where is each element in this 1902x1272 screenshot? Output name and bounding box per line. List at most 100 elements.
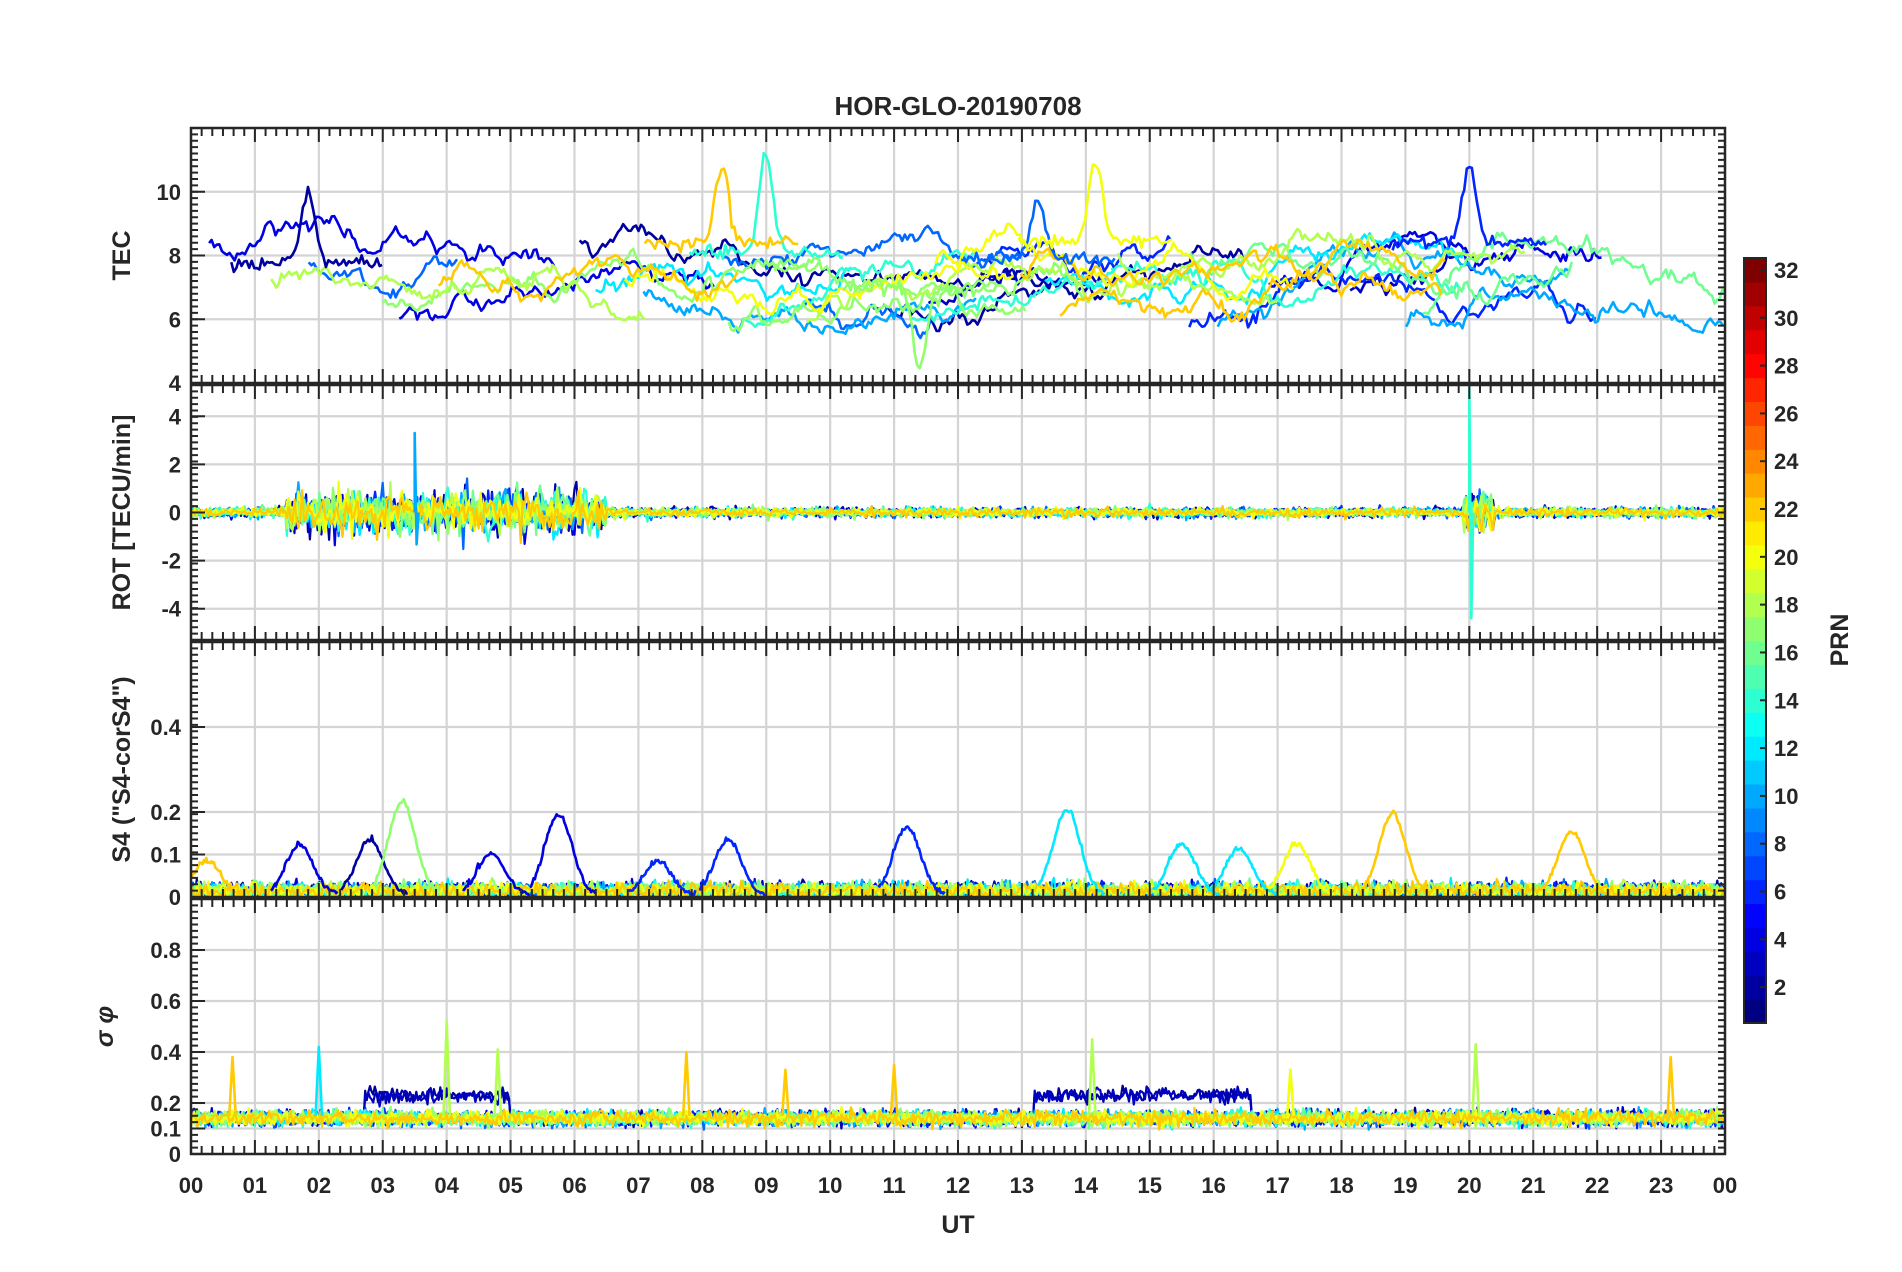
data-series: [208, 214, 556, 267]
data-series: [1422, 231, 1725, 315]
colorbar-segment: [1744, 329, 1766, 355]
y-tick-label: 0: [169, 501, 181, 526]
colorbar-segment: [1744, 736, 1766, 761]
data-series: [1188, 263, 1597, 329]
data-series: [1468, 386, 1475, 620]
colorbar-segment: [1744, 783, 1766, 809]
data-series: [307, 255, 459, 299]
panel-tec-ylabel: TEC: [108, 231, 136, 281]
panel-sigma-ylabel: σ φ: [91, 1006, 119, 1047]
x-axis-label: UT: [941, 1211, 974, 1239]
data-series: [462, 851, 531, 897]
y-tick-label: 0.1: [150, 1117, 181, 1142]
panel-rot-data: [191, 386, 1725, 620]
x-tick-label: 08: [690, 1173, 714, 1198]
y-tick-label: 0.2: [150, 1091, 181, 1116]
colorbar-segment: [1744, 497, 1766, 522]
data-series: [1117, 227, 1526, 292]
panel-rot-ylabel: ROT [TECU/min]: [108, 415, 136, 611]
colorbar-segment: [1744, 664, 1766, 689]
data-series: [764, 256, 1086, 299]
colorbar-tick-label: 24: [1774, 449, 1799, 474]
data-series: [413, 431, 420, 546]
x-tick-label: 09: [754, 1173, 778, 1198]
x-tick-label: 06: [562, 1173, 586, 1198]
x-tick-label: 18: [1329, 1173, 1353, 1198]
colorbar-segment: [1744, 616, 1766, 642]
data-series: [270, 840, 339, 895]
data-series: [1037, 809, 1106, 896]
x-tick-label: 23: [1649, 1173, 1673, 1198]
data-series: [1209, 845, 1279, 897]
data-series: [191, 489, 1725, 544]
panel-rot-frame: [189, 383, 1727, 642]
data-series: [842, 278, 998, 370]
data-series: [1110, 258, 1465, 308]
data-series: [191, 1106, 1725, 1131]
data-series: [1666, 1055, 1676, 1116]
colorbar-segment: [1744, 258, 1766, 283]
data-series: [742, 248, 979, 329]
colorbar-tick-label: 22: [1774, 497, 1798, 522]
y-tick-label: -2: [161, 549, 181, 574]
colorbar-segment: [1744, 712, 1766, 737]
colorbar-tick-label: 6: [1774, 880, 1786, 905]
x-tick-label: 14: [1074, 1173, 1099, 1198]
data-series: [442, 1020, 452, 1116]
data-series: [398, 260, 715, 322]
data-series: [1391, 165, 1548, 251]
y-tick-label: 8: [169, 244, 181, 269]
colorbar-segment: [1744, 807, 1766, 833]
data-series: [806, 255, 1278, 324]
x-tick-label: 00: [1713, 1173, 1737, 1198]
data-series: [228, 1055, 237, 1116]
data-series: [688, 151, 844, 261]
x-tick-label: 03: [371, 1173, 395, 1198]
colorbar-tick-label: 30: [1774, 306, 1798, 331]
x-tick-label: 19: [1393, 1173, 1417, 1198]
colorbar-tick-label: 18: [1774, 593, 1798, 618]
data-series: [1044, 232, 1466, 308]
colorbar-tick-label: 2: [1774, 975, 1786, 1000]
panel-sigma: 00.10.2 0.4 0.6 0.8 σ φ: [91, 897, 1727, 1167]
colorbar-segment: [1744, 951, 1766, 976]
colorbar-segment: [1744, 903, 1766, 928]
data-series: [934, 222, 1295, 302]
y-tick-label: 2: [169, 452, 181, 477]
y-tick-label: 6: [169, 307, 181, 332]
panel-s4-frame: [189, 640, 1727, 899]
colorbar-segment: [1744, 831, 1766, 857]
x-tick-label: 04: [434, 1173, 459, 1198]
colorbar-tick-label: 10: [1774, 784, 1798, 809]
colorbar-segment: [1744, 449, 1766, 474]
panel-tec: 4 6 8 10 TEC: [108, 126, 1727, 396]
y-tick-label: -4: [161, 597, 181, 622]
data-series: [627, 858, 697, 897]
colorbar-segment: [1744, 401, 1766, 426]
x-tick-label: 07: [626, 1173, 650, 1198]
data-series: [1087, 1038, 1097, 1116]
colorbar-segment: [1744, 688, 1766, 713]
colorbar-segment: [1744, 544, 1766, 570]
data-series: [889, 1063, 899, 1116]
y-tick-label: 0: [169, 885, 181, 910]
data-series: [681, 1050, 691, 1116]
x-tick-label: 00: [179, 1173, 203, 1198]
colorbar-segment: [1744, 281, 1766, 307]
colorbar-segment: [1744, 879, 1766, 905]
data-series: [1404, 286, 1725, 334]
colorbar-segment: [1744, 305, 1766, 331]
x-tick-label: 10: [818, 1173, 842, 1198]
x-tick-label: 21: [1521, 1173, 1545, 1198]
panel-rot: -4 -2 0 2 4 ROT [TECU/min]: [108, 383, 1727, 642]
colorbar-tick-label: 26: [1774, 401, 1798, 426]
colorbar-segment: [1744, 855, 1766, 881]
panel-s4-grid: [191, 642, 1725, 899]
colorbar-tick-label: 32: [1774, 258, 1798, 283]
data-series: [727, 283, 1027, 333]
data-series: [340, 834, 408, 896]
panel-tec-frame: [189, 126, 1727, 385]
colorbar-border: [1743, 257, 1767, 1024]
chart-title: HOR-GLO-20190708: [834, 91, 1081, 121]
